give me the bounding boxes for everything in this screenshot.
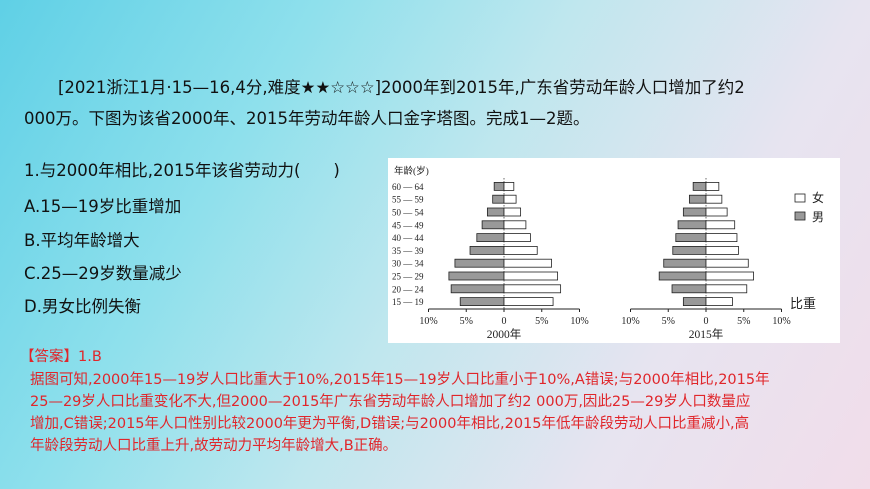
option-c: C.25—29岁数量减少 bbox=[24, 264, 182, 283]
age-label: 35 — 39 bbox=[392, 246, 424, 256]
female-bar bbox=[503, 284, 562, 294]
male-bar bbox=[476, 233, 505, 242]
x-tick-label: 0 bbox=[704, 316, 709, 327]
x-tick-label: 5% bbox=[460, 316, 473, 327]
female-bar bbox=[705, 194, 723, 204]
female-bar bbox=[705, 246, 739, 255]
male-bar bbox=[450, 284, 505, 294]
population-pyramid-chart: 年龄(岁) 60 — 64 55 — 59 50 — 54 45 — 49 40 — 44… bbox=[392, 165, 824, 341]
pyramid-title: 2015年 bbox=[689, 327, 724, 341]
legend-male-swatch bbox=[794, 211, 806, 221]
population-pyramid-figure: 年龄(岁) 60 — 64 55 — 59 50 — 54 45 — 49 40 — 44… bbox=[388, 158, 840, 343]
age-label: 30 — 34 bbox=[392, 259, 424, 269]
x-tick-label: 5% bbox=[662, 316, 675, 327]
female-bar bbox=[503, 220, 527, 230]
female-bar bbox=[705, 181, 720, 191]
male-bar bbox=[675, 233, 707, 242]
age-label: 45 — 49 bbox=[392, 220, 424, 230]
male-bar bbox=[677, 220, 707, 230]
x-tick-label: 10% bbox=[570, 316, 588, 327]
female-bar bbox=[705, 233, 738, 242]
female-bar bbox=[705, 297, 733, 307]
female-bar bbox=[503, 181, 515, 191]
age-label: 20 — 24 bbox=[392, 284, 424, 294]
age-label: 25 — 29 bbox=[392, 272, 424, 282]
male-bar bbox=[469, 246, 505, 255]
female-bar bbox=[705, 258, 749, 268]
x-axis-label: 比重 bbox=[790, 296, 816, 311]
male-bar bbox=[663, 258, 707, 268]
female-bar bbox=[705, 271, 754, 281]
x-tick-label: 10% bbox=[621, 316, 639, 327]
male-bar bbox=[682, 297, 707, 307]
age-label: 40 — 44 bbox=[392, 233, 424, 243]
male-bar bbox=[459, 297, 505, 307]
age-label: 60 — 64 bbox=[392, 182, 424, 192]
female-bar bbox=[503, 258, 552, 268]
male-bar bbox=[682, 207, 707, 217]
question-line-1: [2021浙江1月·15—16,4分,难度★★☆☆☆]2000年到2015年,广… bbox=[58, 78, 745, 97]
option-d: D.男女比例失衡 bbox=[24, 297, 141, 316]
answer-heading: 【答案】1.B bbox=[20, 349, 102, 365]
y-axis-label: 年龄(岁) bbox=[394, 165, 429, 177]
female-bar bbox=[705, 220, 736, 230]
legend-male-label: 男 bbox=[812, 210, 824, 224]
answer-line-4: 年龄段劳动人口比重上升,故劳动力平均年龄增大,B正确。 bbox=[30, 438, 398, 454]
pyramid-title: 2000年 bbox=[487, 327, 522, 341]
male-bar bbox=[486, 207, 505, 217]
female-bar bbox=[503, 246, 538, 255]
age-label: 50 — 54 bbox=[392, 208, 424, 218]
x-tick-label: 5% bbox=[737, 316, 750, 327]
male-bar bbox=[658, 271, 707, 281]
answer-line-2: 25—29岁人口比重变化不大,但2000—2015年广东省劳动年龄人口增加了约2… bbox=[30, 394, 751, 410]
age-label: 55 — 59 bbox=[392, 195, 424, 205]
x-tick-label: 10% bbox=[772, 316, 790, 327]
x-tick-label: 10% bbox=[419, 316, 437, 327]
male-bar bbox=[493, 181, 505, 191]
age-label: 15 — 19 bbox=[392, 297, 424, 307]
female-bar bbox=[705, 207, 728, 217]
female-bar bbox=[503, 194, 517, 204]
option-a: A.15—19岁比重增加 bbox=[24, 197, 182, 216]
answer-line-3: 增加,C错误;2015年人口性别比较2000年更为平衡,D错误;与2000年相比… bbox=[30, 416, 750, 432]
male-bar bbox=[688, 194, 707, 204]
option-b: B.平均年龄增大 bbox=[24, 231, 140, 250]
x-tick-label: 0 bbox=[502, 316, 507, 327]
legend-female-label: 女 bbox=[812, 190, 824, 205]
female-bar bbox=[503, 233, 531, 242]
female-bar bbox=[503, 297, 554, 307]
male-bar bbox=[454, 258, 505, 268]
male-bar bbox=[481, 220, 505, 230]
male-bar bbox=[492, 194, 505, 204]
male-bar bbox=[671, 284, 707, 294]
legend-female-swatch bbox=[794, 193, 806, 203]
question-line-2: 000万。下图为该省2000年、2015年劳动年龄人口金字塔图。完成1—2题。 bbox=[24, 109, 590, 128]
female-bar bbox=[705, 284, 748, 294]
male-bar bbox=[672, 246, 707, 255]
male-bar bbox=[448, 271, 505, 281]
x-tick-label: 5% bbox=[535, 316, 548, 327]
item-stem: 1.与2000年相比,2015年该省劳动力( ) bbox=[24, 161, 340, 180]
female-bar bbox=[503, 207, 522, 217]
answer-line-1: 据图可知,2000年15—19岁人口比重大于10%,2015年15—19岁人口比… bbox=[30, 372, 770, 388]
male-bar bbox=[692, 181, 707, 191]
female-bar bbox=[503, 271, 559, 281]
